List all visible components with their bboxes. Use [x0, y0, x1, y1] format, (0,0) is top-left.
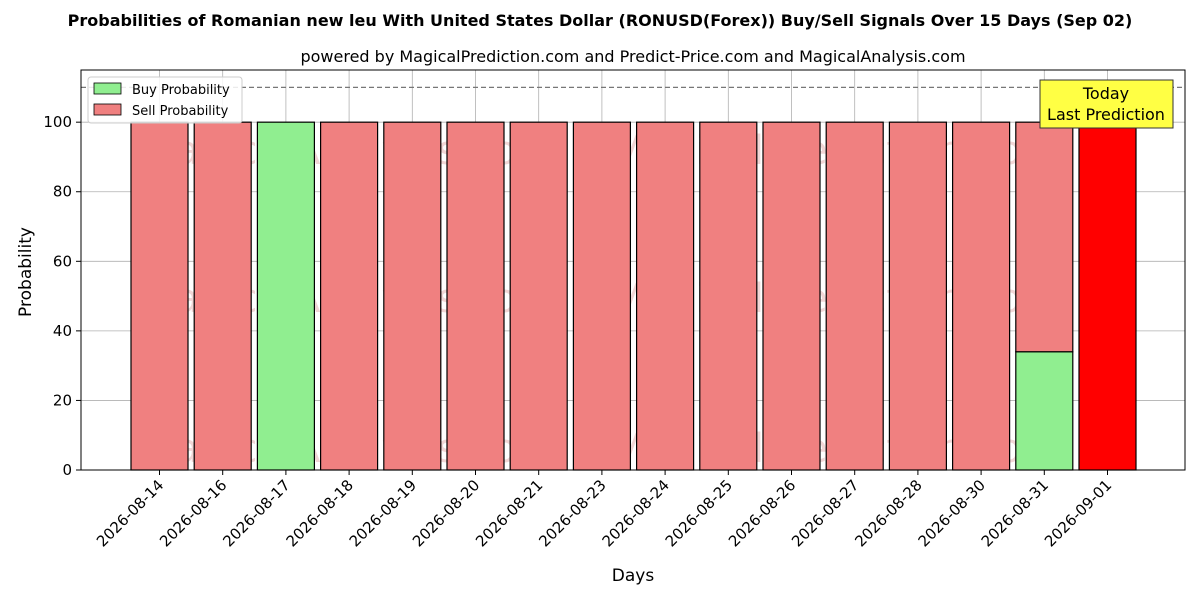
bar-sell-2026-08-26: [762, 121, 821, 471]
y-axis-ticks: 0 20 40 60 80 100: [43, 113, 81, 479]
bar-sell-2026-08-20: [446, 121, 505, 471]
today-annotation-line1: Today: [1082, 84, 1129, 103]
y-tick-label-0: 0: [62, 461, 72, 479]
today-annotation-line2: Last Prediction: [1047, 105, 1165, 124]
legend: Buy Probability Sell Probability: [87, 76, 243, 124]
y-tick-label-20: 20: [53, 391, 72, 409]
x-axis-label: Days: [612, 566, 655, 586]
today-annotation: Today Last Prediction: [1039, 79, 1174, 129]
today-annotation-box: [1039, 79, 1174, 129]
bar-sell-2026-08-25: [699, 121, 758, 471]
chart-subtitle: powered by MagicalPrediction.com and Pre…: [300, 47, 965, 66]
x-tick-label-2026-09-01: 2026-09-01: [1041, 476, 1115, 550]
x-axis-ticks: 2026-08-142026-08-162026-08-172026-08-18…: [93, 470, 1115, 550]
x-tick-label-2026-08-26: 2026-08-26: [725, 476, 799, 550]
x-tick-label-2026-08-20: 2026-08-20: [409, 476, 483, 550]
legend-swatch-buy: [93, 82, 122, 95]
x-tick-label-2026-08-16: 2026-08-16: [156, 476, 230, 550]
bar-sell-2026-08-18: [320, 121, 379, 471]
bar-sell-2026-08-14: [130, 121, 189, 471]
x-tick-label-2026-08-25: 2026-08-25: [662, 476, 736, 550]
x-tick-label-2026-08-21: 2026-08-21: [472, 476, 546, 550]
bar-sell-2026-08-27: [825, 121, 884, 471]
y-tick-label-80: 80: [53, 183, 72, 201]
chart-title: Probabilities of Romanian new leu With U…: [68, 11, 1133, 30]
bar-sell-2026-09-01: [1078, 121, 1137, 471]
legend-label-buy: Buy Probability: [132, 83, 230, 98]
bar-buy-2026-08-17: [256, 121, 315, 471]
x-tick-label-2026-08-19: 2026-08-19: [346, 476, 420, 550]
x-tick-label-2026-08-30: 2026-08-30: [915, 476, 989, 550]
bar-buy-2026-08-31: [1015, 351, 1074, 471]
legend-label-sell: Sell Probability: [132, 104, 229, 119]
legend-swatch-sell: [93, 103, 122, 116]
y-tick-label-40: 40: [53, 322, 72, 340]
x-tick-label-2026-08-24: 2026-08-24: [599, 476, 673, 550]
bar-sell-2026-08-30: [951, 121, 1011, 471]
bar-sell-2026-08-19: [383, 121, 442, 471]
legend-box: [87, 76, 243, 124]
y-tick-label-60: 60: [53, 252, 72, 270]
bar-sell-2026-08-31: [1015, 121, 1074, 353]
bar-sell-2026-08-24: [635, 121, 695, 471]
plot-frame: [80, 69, 1186, 471]
x-tick-label-2026-08-17: 2026-08-17: [219, 476, 293, 550]
bar-sell-2026-08-16: [193, 121, 252, 471]
y-axis-label: Probability: [16, 227, 36, 317]
bar-sell-2026-08-21: [509, 121, 568, 471]
bars: [130, 121, 1137, 471]
bar-sell-2026-08-28: [888, 121, 948, 471]
x-tick-label-2026-08-18: 2026-08-18: [283, 476, 357, 550]
x-tick-label-2026-08-27: 2026-08-27: [788, 476, 862, 550]
bar-sell-2026-08-23: [572, 121, 632, 471]
x-tick-label-2026-08-14: 2026-08-14: [93, 476, 167, 550]
x-tick-label-2026-08-23: 2026-08-23: [535, 476, 609, 550]
y-tick-label-100: 100: [43, 113, 72, 131]
x-tick-label-2026-08-28: 2026-08-28: [851, 476, 925, 550]
x-tick-label-2026-08-31: 2026-08-31: [978, 476, 1052, 550]
